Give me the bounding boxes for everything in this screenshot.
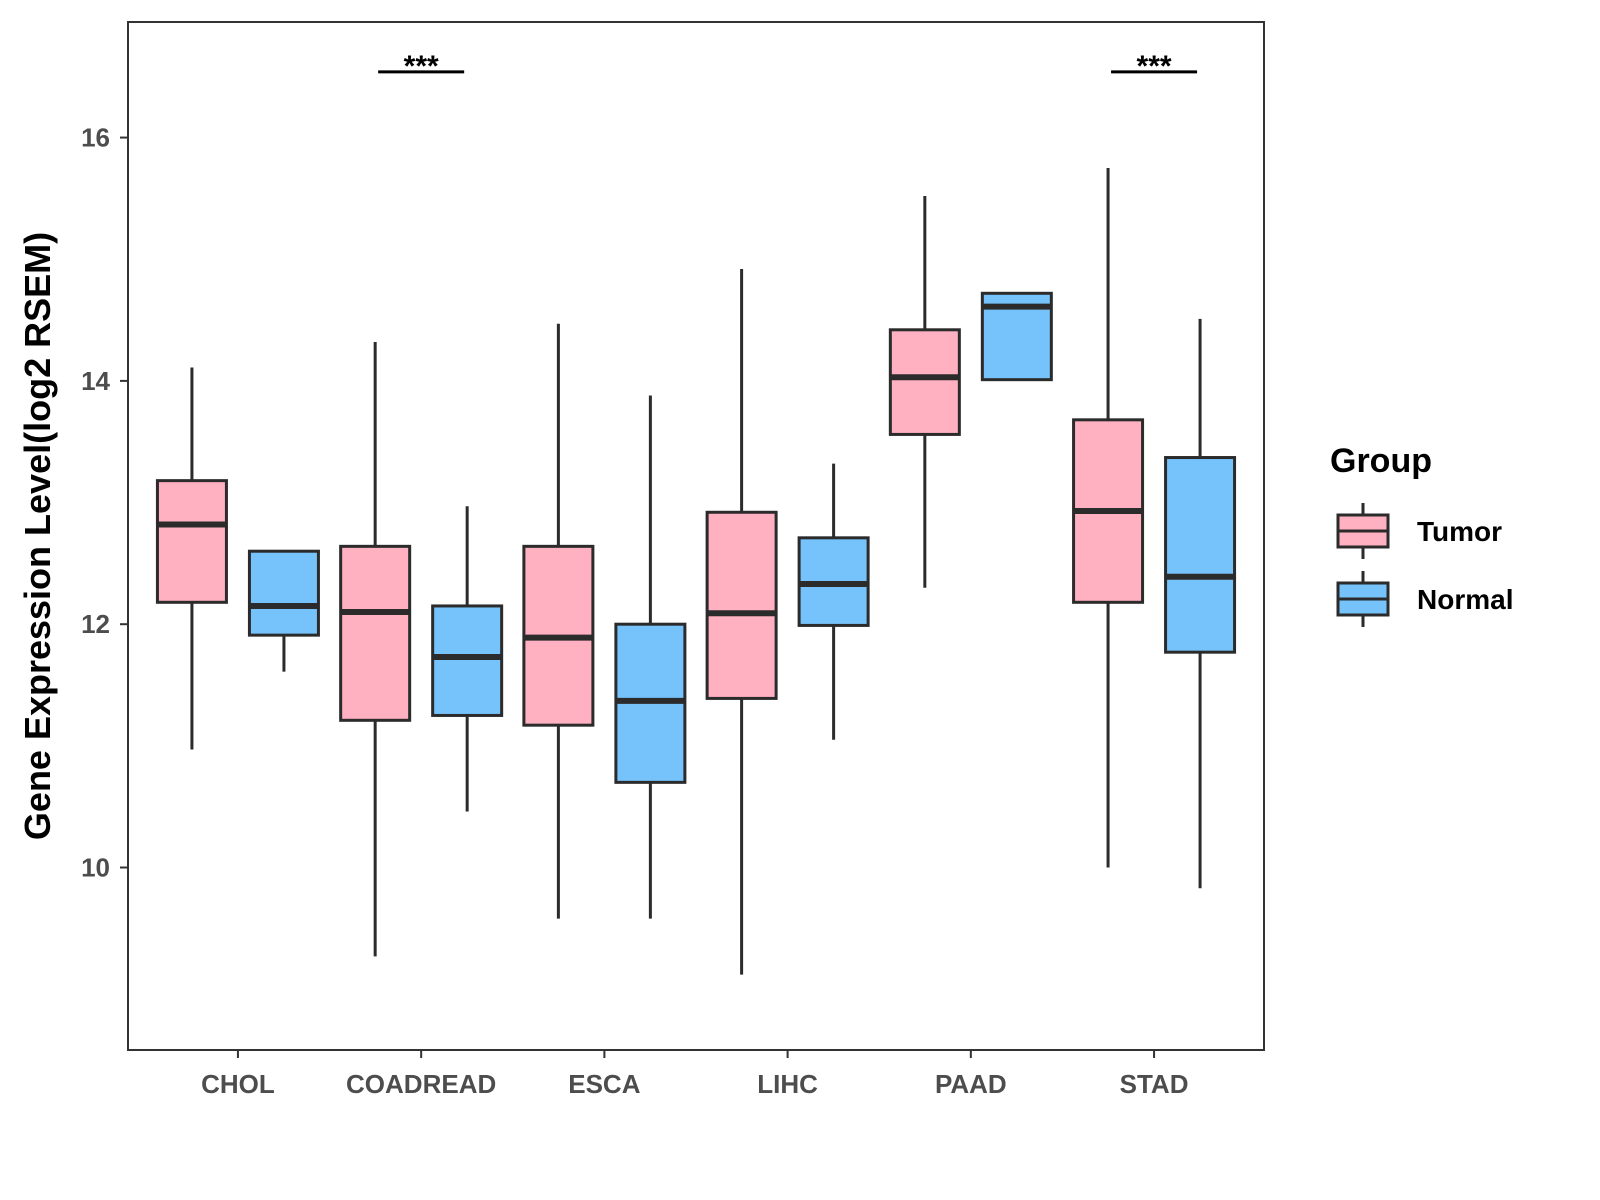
significance-label: *** [1137,50,1172,83]
x-tick-label: CHOL [201,1069,275,1099]
box-tumor-chol [155,367,228,750]
legend-label: Normal [1417,584,1513,615]
box-normal-lihc [797,463,870,740]
box-normal-coadread [431,506,504,812]
box-iqr [1164,456,1237,654]
box-iqr [431,604,504,717]
x-tick-label: PAAD [935,1069,1007,1099]
x-tick-label: LIHC [757,1069,818,1099]
box-iqr [339,544,412,722]
box-tumor-paad [888,195,961,588]
legend: Group Tumor Normal [1330,442,1513,627]
box-tumor-esca [522,323,595,919]
y-tick-label: 14 [81,366,110,396]
y-tick-label: 16 [81,123,110,153]
box-iqr [888,328,961,436]
legend-title: Group [1330,442,1432,480]
box-normal-paad [980,291,1053,382]
box-iqr [247,549,320,637]
x-tick-label: ESCA [568,1069,640,1099]
legend-item-tumor: Tumor [1336,503,1502,559]
box-tumor-lihc [705,268,778,975]
y-tick-label: 10 [81,853,110,883]
x-tick-label: COADREAD [346,1069,496,1099]
box-tumor-stad [1072,167,1145,868]
significance-label: *** [404,50,439,83]
legend-item-normal: Normal [1336,571,1513,627]
box-tumor-coadread [339,341,412,957]
box-normal-chol [247,549,320,672]
y-tick-label: 12 [81,609,110,639]
box-normal-stad [1164,318,1237,889]
x-tick-label: STAD [1120,1069,1189,1099]
legend-label: Tumor [1417,516,1502,547]
y-axis-label: Gene Expression Level(log2 RSEM) [17,232,58,840]
box-normal-esca [614,395,687,919]
box-iqr [705,510,778,700]
box-iqr [155,479,228,604]
